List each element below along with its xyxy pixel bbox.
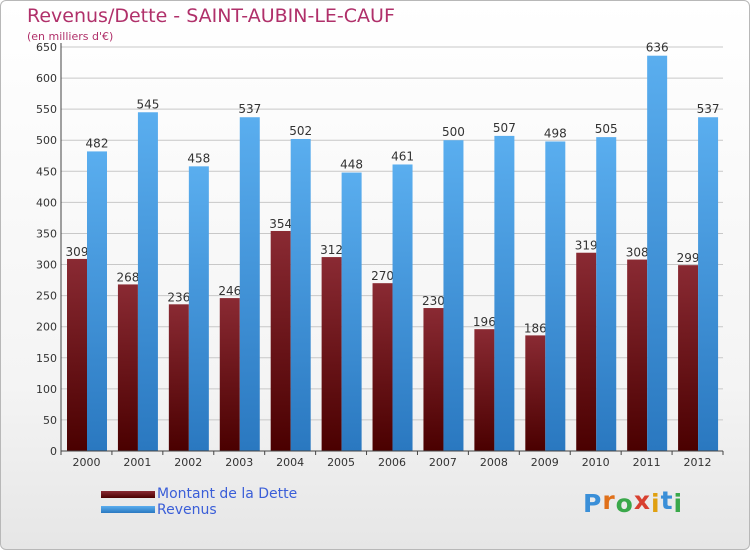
- data-label-revenus: 545: [136, 97, 159, 111]
- bar-revenus: [188, 166, 209, 451]
- data-label-dette: 308: [626, 246, 649, 260]
- y-tick-label: 250: [36, 290, 57, 303]
- data-label-dette: 246: [218, 284, 241, 298]
- bar-revenus: [596, 137, 617, 451]
- data-label-dette: 319: [575, 239, 598, 253]
- data-label-revenus: 458: [187, 151, 210, 165]
- data-label-revenus: 448: [340, 158, 363, 172]
- data-label-revenus: 507: [493, 121, 516, 135]
- y-tick-label: 400: [36, 196, 57, 209]
- data-label-dette: 270: [371, 269, 394, 283]
- legend-label-dette: Montant de la Dette: [157, 486, 298, 502]
- bar-dette: [219, 298, 240, 451]
- legend-label-revenus: Revenus: [157, 502, 217, 518]
- bar-dette: [321, 257, 342, 451]
- data-label-dette: 196: [473, 315, 496, 329]
- data-label-dette: 312: [320, 243, 343, 257]
- logo-letter: r: [602, 486, 616, 515]
- bar-dette: [67, 258, 87, 451]
- bar-dette: [423, 308, 444, 451]
- x-tick-label: 2009: [531, 456, 559, 469]
- x-tick-label: 2007: [429, 456, 457, 469]
- x-tick-label: 2011: [633, 456, 661, 469]
- y-tick-label: 350: [36, 227, 57, 240]
- data-label-dette: 186: [524, 321, 547, 335]
- data-label-dette: 299: [677, 251, 700, 265]
- data-label-revenus: 498: [544, 126, 567, 140]
- data-label-dette: 268: [116, 270, 139, 284]
- y-tick-label: 450: [36, 165, 57, 178]
- bar-dette: [372, 283, 393, 451]
- data-label-revenus: 636: [646, 41, 669, 55]
- data-label-revenus: 505: [595, 122, 618, 136]
- data-label-revenus: 461: [391, 149, 414, 163]
- y-tick-label: 300: [36, 259, 57, 272]
- y-tick-label: 100: [36, 383, 57, 396]
- legend-swatch-revenus: [101, 506, 155, 513]
- data-label-revenus: 482: [86, 136, 109, 150]
- y-tick-label: 650: [36, 41, 57, 54]
- y-tick-label: 200: [36, 321, 57, 334]
- bar-dette: [678, 265, 699, 451]
- bar-dette: [168, 304, 189, 451]
- logo-letter: o: [615, 489, 634, 518]
- proxiti-logo: Proxiti: [583, 486, 684, 518]
- bar-dette: [117, 284, 138, 451]
- data-label-revenus: 500: [442, 125, 465, 139]
- bar-dette: [627, 259, 648, 451]
- logo-letter: i: [651, 489, 661, 518]
- bar-dette: [576, 252, 597, 451]
- data-label-revenus: 537: [238, 102, 261, 116]
- bar-revenus: [137, 112, 158, 451]
- bar-dette: [474, 329, 495, 451]
- x-tick-label: 2002: [174, 456, 202, 469]
- logo-letter: P: [583, 489, 603, 518]
- bar-revenus: [545, 141, 566, 451]
- bar-revenus: [494, 135, 515, 451]
- y-tick-label: 50: [43, 414, 57, 427]
- x-tick-label: 2000: [72, 456, 100, 469]
- bars: 309 482 268 545 236 458 246 537 354 502 312 448 270 4…: [66, 41, 720, 452]
- x-tick-label: 2012: [684, 456, 712, 469]
- x-tick-label: 2010: [582, 456, 610, 469]
- x-tick-label: 2004: [276, 456, 304, 469]
- data-label-revenus: 537: [697, 102, 720, 116]
- data-label-dette: 309: [66, 245, 89, 259]
- bar-revenus: [443, 140, 464, 451]
- x-tick-label: 2001: [123, 456, 151, 469]
- data-label-dette: 354: [269, 217, 292, 231]
- bar-revenus: [239, 117, 260, 451]
- data-label-dette: 230: [422, 294, 445, 308]
- chart-title: Revenus/Dette - SAINT-AUBIN-LE-CAUF: [27, 5, 395, 27]
- logo-letter: t: [660, 486, 674, 515]
- data-label-dette: 236: [167, 290, 190, 304]
- data-label-revenus: 502: [289, 124, 312, 138]
- axes: 0 50 100 150 200 250 300 350 400 450 500 550 600 650 2…: [36, 41, 724, 469]
- logo-letter: i: [673, 489, 684, 518]
- y-tick-label: 150: [36, 352, 57, 365]
- logo-letter: x: [633, 486, 651, 515]
- chart-subtitle: (en milliers d'€): [27, 30, 114, 43]
- y-tick-label: 550: [36, 103, 57, 116]
- x-tick-label: 2008: [480, 456, 508, 469]
- y-tick-label: 500: [36, 134, 57, 147]
- bar-revenus: [341, 172, 362, 451]
- bar-dette: [525, 335, 546, 451]
- bar-revenus: [647, 55, 668, 451]
- bar-revenus: [87, 151, 107, 451]
- bar-revenus: [392, 164, 413, 451]
- x-tick-label: 2003: [225, 456, 253, 469]
- legend-swatch-dette: [101, 491, 155, 498]
- bar-revenus: [290, 138, 311, 452]
- x-tick-label: 2005: [327, 456, 355, 469]
- y-tick-label: 600: [36, 72, 57, 85]
- y-tick-label: 0: [50, 445, 57, 458]
- x-tick-label: 2006: [378, 456, 406, 469]
- bar-revenus: [698, 117, 719, 451]
- bar-dette: [270, 230, 291, 451]
